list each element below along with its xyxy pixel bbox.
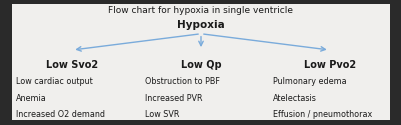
Text: Effusion / pneumothorax: Effusion / pneumothorax [273, 110, 372, 119]
Text: Increased PVR: Increased PVR [144, 94, 202, 103]
Text: Obstruction to PBF: Obstruction to PBF [144, 78, 219, 86]
Text: Low Qp: Low Qp [180, 60, 221, 70]
Text: Atelectasis: Atelectasis [273, 94, 316, 103]
Text: Pulmonary edema: Pulmonary edema [273, 78, 346, 86]
Text: Low SVR: Low SVR [144, 110, 179, 119]
Text: Flow chart for hypoxia in single ventricle: Flow chart for hypoxia in single ventric… [108, 6, 293, 15]
Text: Low Svo2: Low Svo2 [46, 60, 98, 70]
Text: Low Pvo2: Low Pvo2 [303, 60, 355, 70]
Text: Hypoxia: Hypoxia [177, 20, 224, 30]
Text: Increased O2 demand: Increased O2 demand [16, 110, 105, 119]
Text: Anemia: Anemia [16, 94, 47, 103]
Text: Low cardiac output: Low cardiac output [16, 78, 93, 86]
